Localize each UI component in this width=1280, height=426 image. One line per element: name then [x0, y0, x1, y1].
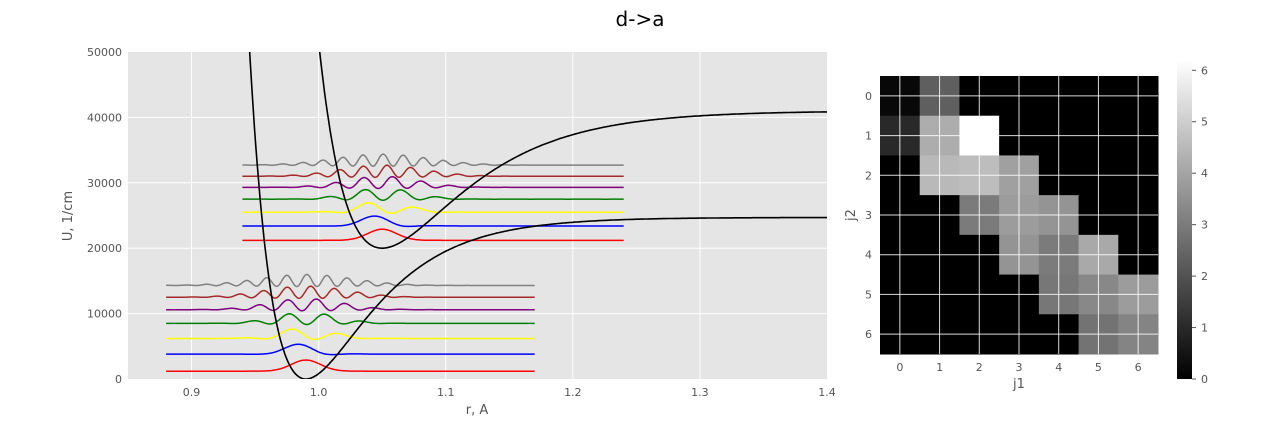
x-tick-label: 1.3	[691, 386, 709, 399]
colorbar-tick-label: 4	[1201, 167, 1208, 180]
heatmap-x-tick: 1	[936, 361, 943, 374]
colorbar-tick-label: 6	[1201, 64, 1208, 77]
heatmap-grid	[880, 76, 1158, 354]
heatmap-x-tick: 2	[976, 361, 983, 374]
upper-level-v0	[242, 228, 624, 242]
heatmap-tick-labels: 0 0 1 1 2 2 3 3 4 4 5 5 6 6	[865, 90, 1142, 374]
heatmap-y-tick: 5	[865, 288, 872, 301]
colorbar-tick-labels: 0 1 2 3 4 5 6	[1192, 64, 1208, 386]
x-tick-label: 1.2	[564, 386, 582, 399]
heatmap-x-tick: 4	[1055, 361, 1062, 374]
transition-heatmap: 0 0 1 1 2 2 3 3 4 4 5 5 6 6 j1 j2	[844, 76, 1159, 392]
y-tick-label: 30000	[87, 177, 122, 190]
plot-curves-clipped	[166, 52, 827, 379]
colorbar-gradient	[1177, 60, 1192, 379]
heatmap-y-tick: 3	[865, 209, 872, 222]
upper-level-v6	[242, 153, 624, 167]
x-axis-label: r, A	[466, 403, 489, 418]
plot-background	[128, 52, 827, 379]
heatmap-x-tick: 3	[1016, 361, 1023, 374]
colorbar-tick-label: 1	[1201, 322, 1208, 335]
lower-level-v1	[166, 343, 535, 356]
x-tick-label: 1.4	[818, 386, 836, 399]
upper-level-v4	[242, 175, 624, 190]
lower-level-v5	[166, 285, 535, 300]
colorbar-tick-label: 5	[1201, 116, 1208, 129]
heatmap-y-tick: 1	[865, 130, 872, 143]
heatmap-x-label: j1	[1012, 377, 1025, 392]
heatmap-y-tick: 4	[865, 249, 872, 262]
x-tick-label: 0.9	[183, 386, 201, 399]
upper-level-v5	[242, 164, 624, 179]
figure-title: d->a	[616, 7, 665, 31]
upper-level-v2	[242, 202, 624, 215]
y-axis-label: U, 1/cm	[61, 191, 76, 241]
potential-curve-2	[318, 52, 827, 249]
y-tick-label: 40000	[87, 111, 122, 124]
colorbar-tick-label: 3	[1201, 219, 1208, 232]
plot-curves	[166, 52, 827, 379]
heatmap-x-tick: 0	[896, 361, 903, 374]
heatmap-y-tick: 0	[865, 90, 872, 103]
colorbar: 0 1 2 3 4 5 6	[1177, 60, 1208, 386]
colorbar-tick-label: 2	[1201, 270, 1208, 283]
potential-curve-1	[248, 52, 827, 379]
heatmap-y-tick: 2	[865, 169, 872, 182]
heatmap-y-label: j2	[844, 209, 859, 222]
y-tick-label: 50000	[87, 46, 122, 59]
colorbar-tick-label: 0	[1201, 373, 1208, 386]
lower-level-v3	[166, 313, 535, 326]
upper-level-v3	[242, 188, 624, 201]
plot-tick-labels: 0.9 1.0 1.1 1.2 1.3 1.4 0 10000 20000 30000 40000 5…	[87, 46, 836, 399]
potential-plot: 0.9 1.0 1.1 1.2 1.3 1.4 0 10000 20000 30000 40000 5…	[61, 46, 836, 418]
x-tick-label: 1.0	[310, 386, 328, 399]
x-tick-label: 1.1	[437, 386, 455, 399]
lower-level-v6	[166, 273, 535, 288]
heatmap-y-tick: 6	[865, 328, 872, 341]
plot-grid	[128, 52, 827, 379]
lower-level-v0	[166, 359, 535, 372]
upper-level-v1	[242, 215, 624, 228]
y-tick-label: 10000	[87, 308, 122, 321]
lower-level-v4	[166, 298, 535, 312]
heatmap-x-tick: 6	[1135, 361, 1142, 374]
y-tick-label: 0	[115, 373, 122, 386]
y-tick-label: 20000	[87, 242, 122, 255]
heatmap-x-tick: 5	[1095, 361, 1102, 374]
